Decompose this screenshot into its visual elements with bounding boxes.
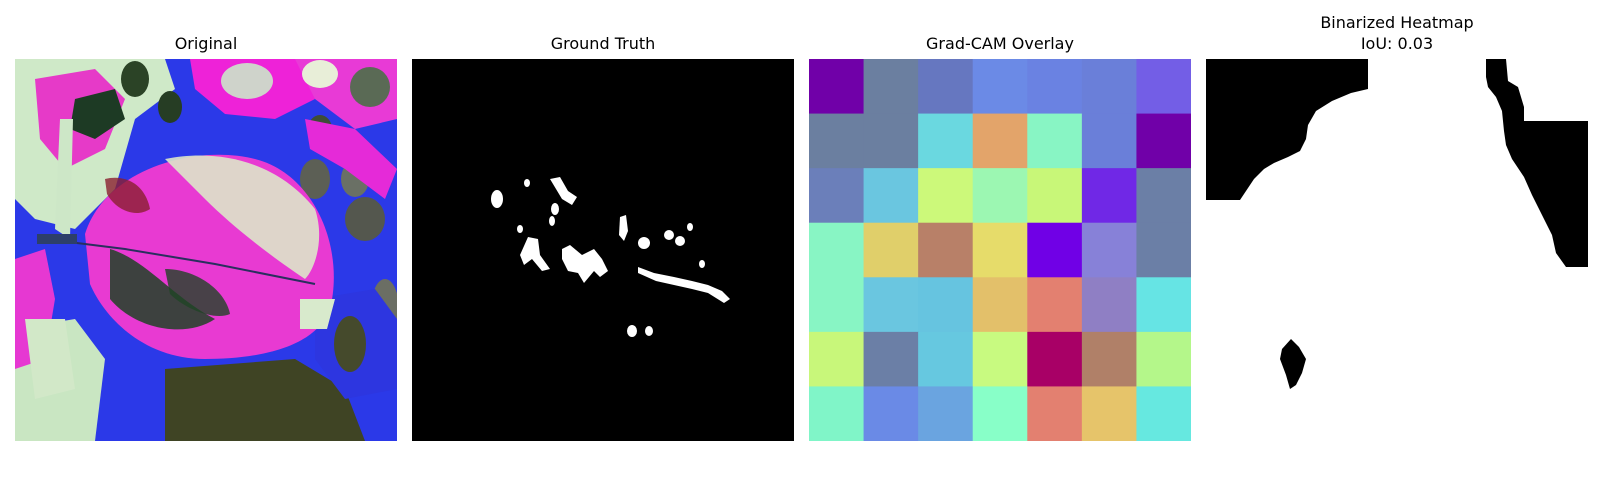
gradcam-cell xyxy=(972,277,1028,333)
gradcam-cell xyxy=(809,386,865,441)
gradcam-overlay-image xyxy=(809,59,1191,441)
gradcam-cell xyxy=(1136,277,1191,333)
panel-gradcam-overlay: Grad-CAM Overlay xyxy=(809,0,1191,441)
gradcam-cell xyxy=(1081,277,1137,333)
gradcam-heatmap-grid xyxy=(809,59,1191,441)
gradcam-cell xyxy=(972,222,1028,278)
gradcam-cell xyxy=(918,222,974,278)
gradcam-cell xyxy=(1136,386,1191,441)
gradcam-cell xyxy=(809,277,865,333)
original-image xyxy=(15,59,397,441)
gradcam-cell xyxy=(1136,168,1191,224)
gradcam-cell xyxy=(1081,168,1137,224)
gradcam-cell xyxy=(809,113,865,169)
gradcam-cell xyxy=(918,331,974,387)
gradcam-cell xyxy=(918,113,974,169)
ground-truth-mask xyxy=(412,59,794,441)
gradcam-cell xyxy=(1081,331,1137,387)
panel-title-binarized: Binarized Heatmap xyxy=(1320,13,1474,32)
gradcam-cell xyxy=(972,168,1028,224)
gradcam-cell xyxy=(1027,168,1083,224)
binarized-heatmap-image xyxy=(1206,59,1588,441)
gradcam-cell xyxy=(863,222,919,278)
gradcam-cell xyxy=(1081,59,1137,115)
gradcam-cell xyxy=(918,168,974,224)
panel-title-original: Original xyxy=(174,34,238,53)
gradcam-cell xyxy=(918,277,974,333)
gradcam-cell xyxy=(972,59,1028,115)
gradcam-cell xyxy=(1136,113,1191,169)
gradcam-cell xyxy=(809,331,865,387)
gradcam-cell xyxy=(972,331,1028,387)
gradcam-cell xyxy=(1027,386,1083,441)
gradcam-cell xyxy=(1081,222,1137,278)
gradcam-cell xyxy=(863,113,919,169)
iou-score-label: IoU: 0.03 xyxy=(1360,34,1434,53)
gradcam-cell xyxy=(863,331,919,387)
gradcam-cell xyxy=(863,386,919,441)
gradcam-cell xyxy=(1027,59,1083,115)
gradcam-cell xyxy=(1027,222,1083,278)
panel-title-ground-truth: Ground Truth xyxy=(550,34,656,53)
gradcam-cell xyxy=(809,168,865,224)
gradcam-cell xyxy=(1136,59,1191,115)
gradcam-cell xyxy=(863,59,919,115)
gradcam-cell xyxy=(1136,331,1191,387)
gradcam-cell xyxy=(863,168,919,224)
gradcam-cell xyxy=(918,59,974,115)
gradcam-cell xyxy=(972,113,1028,169)
gradcam-cell xyxy=(1081,386,1137,441)
gradcam-cell xyxy=(809,222,865,278)
panel-original: Original xyxy=(15,0,397,441)
panel-ground-truth: Ground Truth xyxy=(412,0,794,441)
gradcam-cell xyxy=(863,277,919,333)
gradcam-cell xyxy=(1027,331,1083,387)
gradcam-cell xyxy=(918,386,974,441)
panel-binarized-heatmap: Binarized Heatmap IoU: 0.03 xyxy=(1206,0,1588,441)
panel-title-gradcam: Grad-CAM Overlay xyxy=(926,34,1074,53)
gradcam-cell xyxy=(1081,113,1137,169)
gradcam-cell xyxy=(1136,222,1191,278)
gradcam-cell xyxy=(1027,113,1083,169)
gradcam-cell xyxy=(1027,277,1083,333)
gradcam-cell xyxy=(809,59,865,115)
gradcam-cell xyxy=(972,386,1028,441)
